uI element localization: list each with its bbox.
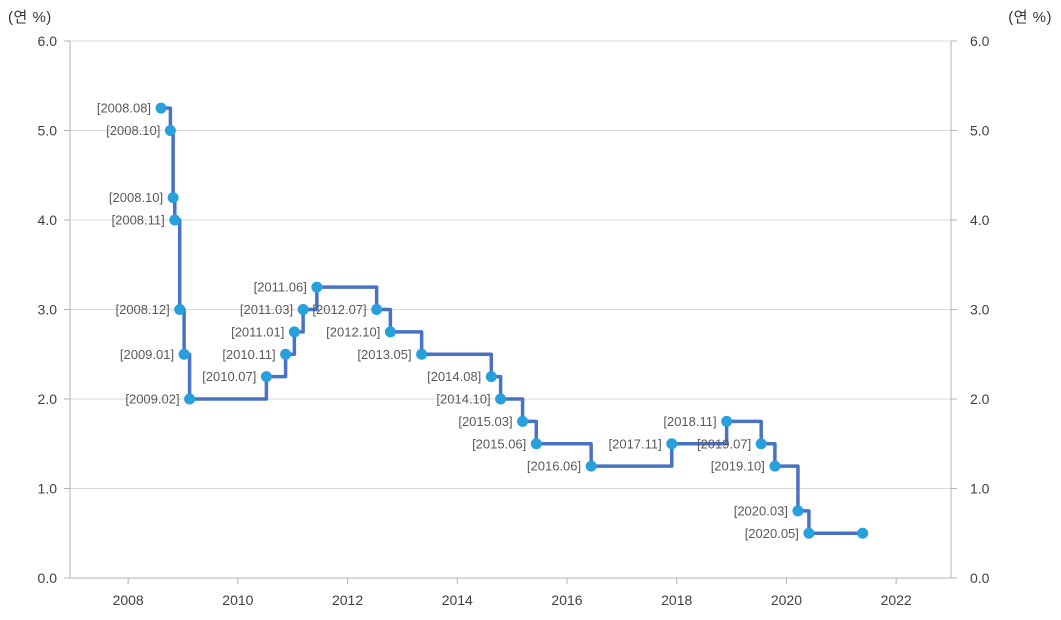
x-tick-label: 2018 [661, 592, 692, 608]
x-tick-label: 2012 [332, 592, 363, 608]
y-tick-label-right: 0.0 [970, 570, 990, 586]
data-point [495, 393, 507, 405]
data-point [792, 505, 804, 517]
y-tick-label-right: 6.0 [970, 33, 990, 49]
data-point-label: [2020.05] [745, 526, 799, 541]
data-point [384, 326, 396, 338]
data-point [416, 348, 428, 360]
data-point-label: [2020.03] [734, 503, 788, 518]
data-point-label: [2008.10] [106, 123, 160, 138]
data-point-label: [2012.07] [312, 302, 366, 317]
data-point-label: [2010.07] [202, 369, 256, 384]
y-tick-label-left: 1.0 [38, 481, 58, 497]
y-axis-unit-label-left: (연 %) [8, 9, 52, 26]
y-tick-label-left: 2.0 [38, 391, 58, 407]
data-point [174, 304, 186, 315]
data-point-label: [2019.10] [711, 459, 765, 474]
data-point [517, 415, 529, 427]
data-point-label: [2009.01] [120, 347, 174, 362]
y-tick-label-left: 3.0 [38, 302, 58, 318]
data-point [169, 214, 181, 226]
data-point-label: [2010.11] [222, 347, 275, 362]
data-point-label: [2008.12] [115, 302, 169, 317]
data-point-label: [2017.11] [609, 436, 662, 451]
data-point-label: [2011.01] [231, 324, 284, 339]
data-point-label: [2015.06] [472, 436, 526, 451]
data-point [769, 460, 781, 472]
x-tick-label: 2016 [551, 592, 582, 608]
data-point-label: [2011.06] [254, 280, 307, 295]
y-tick-label-right: 1.0 [970, 481, 990, 497]
x-tick-label: 2008 [113, 592, 144, 608]
data-point [721, 415, 733, 427]
data-point [485, 371, 497, 383]
data-point-label: [2011.03] [240, 302, 293, 317]
y-tick-label-right: 3.0 [970, 302, 990, 318]
y-tick-label-left: 4.0 [38, 212, 58, 228]
data-point [530, 438, 542, 450]
data-point-label: [2013.05] [357, 347, 411, 362]
data-point [280, 348, 292, 360]
data-point-label: [2016.06] [527, 459, 581, 474]
data-point [260, 371, 272, 383]
y-tick-label-left: 6.0 [38, 33, 58, 49]
data-point [164, 125, 176, 136]
data-point [155, 102, 167, 114]
data-point-label: [2012.10] [326, 324, 380, 339]
data-point-label: [2018.11] [663, 414, 716, 429]
data-point [288, 326, 300, 338]
data-point-label: [2019.07] [697, 436, 751, 451]
data-point-label: [2014.08] [427, 369, 481, 384]
x-tick-label: 2022 [881, 592, 912, 608]
data-point [755, 438, 767, 450]
x-tick-label: 2020 [771, 592, 802, 608]
y-tick-label-right: 5.0 [970, 123, 990, 139]
data-point [311, 281, 323, 293]
y-tick-label-right: 2.0 [970, 391, 990, 407]
data-point [371, 304, 383, 315]
data-point-label: [2014.10] [436, 392, 490, 407]
x-tick-label: 2014 [442, 592, 473, 608]
y-tick-label-right: 4.0 [970, 212, 990, 228]
data-point-label: [2008.08] [97, 101, 151, 116]
data-point-label: [2009.02] [125, 392, 179, 407]
data-point [857, 527, 869, 539]
data-point [666, 438, 678, 450]
y-tick-label-left: 5.0 [38, 123, 58, 139]
y-axis-unit-label-right: (연 %) [1008, 9, 1052, 26]
data-point [297, 304, 309, 315]
x-tick-label: 2010 [222, 592, 253, 608]
data-point [803, 527, 815, 539]
data-point [585, 460, 597, 472]
data-point [178, 348, 190, 360]
data-point [167, 192, 179, 204]
data-point-label: [2015.03] [458, 414, 512, 429]
data-point-label: [2008.10] [109, 190, 163, 205]
data-point-label: [2008.11] [112, 213, 165, 228]
y-tick-label-left: 0.0 [38, 570, 58, 586]
data-point [184, 393, 196, 405]
